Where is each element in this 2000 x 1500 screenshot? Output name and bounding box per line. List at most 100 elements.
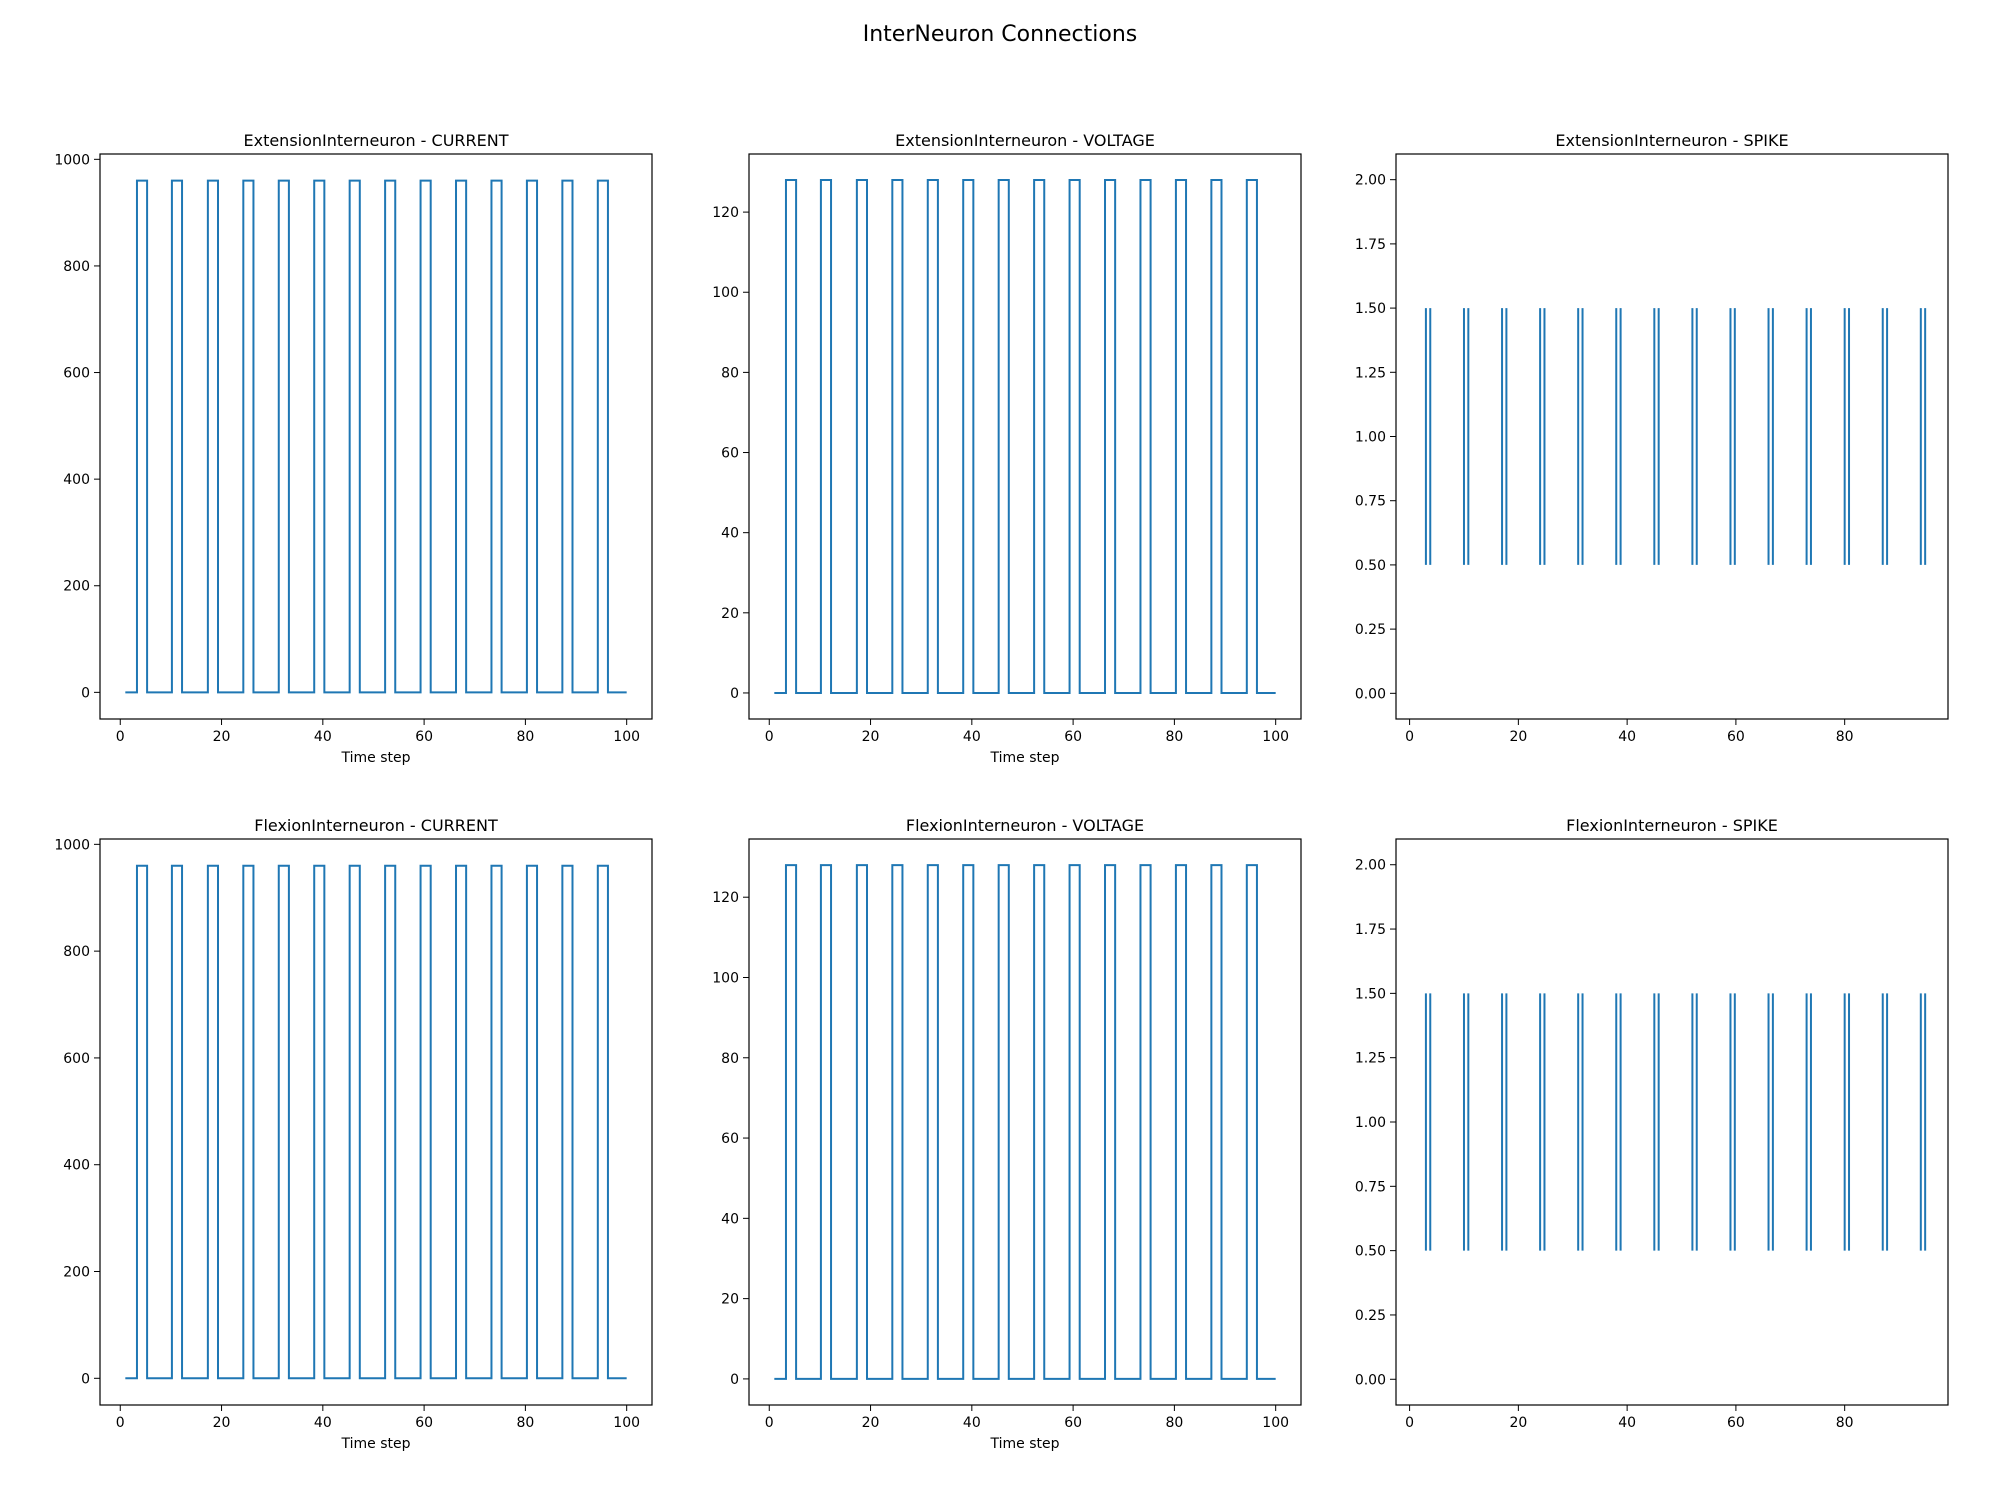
x-axis-label: Time step xyxy=(341,750,411,766)
y-tick-label: 60 xyxy=(721,1131,739,1147)
subplot-title: FlexionInterneuron - SPIKE xyxy=(1566,816,1778,835)
y-tick-label: 400 xyxy=(63,472,90,488)
x-tick-label: 0 xyxy=(1405,729,1414,745)
y-tick-label: 400 xyxy=(63,1158,90,1174)
subplot-title: ExtensionInterneuron - CURRENT xyxy=(243,131,508,150)
y-tick-label: 1.00 xyxy=(1355,430,1386,446)
x-tick-label: 60 xyxy=(1064,729,1082,745)
y-tick-label: 80 xyxy=(721,1051,739,1067)
x-tick-label: 0 xyxy=(765,729,774,745)
y-tick-label: 120 xyxy=(712,205,739,221)
x-tick-label: 0 xyxy=(116,1415,125,1431)
x-tick-label: 60 xyxy=(415,729,433,745)
x-tick-label: 80 xyxy=(1165,1415,1183,1431)
subplot-title: FlexionInterneuron - VOLTAGE xyxy=(906,816,1144,835)
y-tick-label: 0.00 xyxy=(1355,1372,1386,1388)
y-tick-label: 0.25 xyxy=(1355,1308,1386,1324)
axes-frame xyxy=(1395,838,1949,1406)
y-tick-label: 2.00 xyxy=(1355,173,1386,189)
x-tick-label: 20 xyxy=(1509,1415,1527,1431)
y-tick-label: 1.75 xyxy=(1355,922,1386,938)
x-tick-label: 0 xyxy=(116,729,125,745)
series-line xyxy=(125,179,627,694)
subplot-6: FlexionInterneuron - SPIKE 0 20 40 60 80 0.00 0… xyxy=(1355,816,1949,1431)
y-tick-label: 1.50 xyxy=(1355,986,1386,1002)
x-axis-label: Time step xyxy=(990,750,1060,766)
y-tick-label: 800 xyxy=(63,259,90,275)
y-tick-label: 1.25 xyxy=(1355,1051,1386,1067)
x-tick-label: 40 xyxy=(314,729,332,745)
x-tick-label: 60 xyxy=(1727,729,1745,745)
x-tick-label: 60 xyxy=(1727,1415,1745,1431)
y-tick-label: 1.25 xyxy=(1355,365,1386,381)
subplot-3: ExtensionInterneuron - SPIKE 0 20 40 60 80 0.0… xyxy=(1355,131,1949,745)
y-tick-label: 1000 xyxy=(54,837,90,853)
x-tick-label: 0 xyxy=(1405,1415,1414,1431)
y-tick-label: 1.75 xyxy=(1355,237,1386,253)
x-tick-label: 60 xyxy=(1064,1415,1082,1431)
y-tick-label: 100 xyxy=(712,285,739,301)
y-tick-label: 2.00 xyxy=(1355,858,1386,874)
x-tick-label: 80 xyxy=(1836,1415,1854,1431)
subplot-title: ExtensionInterneuron - SPIKE xyxy=(1555,131,1788,150)
x-tick-label: 20 xyxy=(213,729,231,745)
subplot-5: FlexionInterneuron - VOLTAGE 0 20 40 60 80 100… xyxy=(712,816,1302,1452)
y-tick-label: 40 xyxy=(721,1211,739,1227)
x-tick-label: 40 xyxy=(314,1415,332,1431)
x-tick-label: 100 xyxy=(1262,1415,1289,1431)
y-tick-label: 20 xyxy=(721,1292,739,1308)
x-tick-label: 80 xyxy=(1165,729,1183,745)
x-tick-label: 20 xyxy=(213,1415,231,1431)
axes-frame xyxy=(99,838,653,1406)
x-tick-label: 20 xyxy=(1509,729,1527,745)
y-tick-label: 120 xyxy=(712,890,739,906)
x-tick-label: 100 xyxy=(613,729,640,745)
subplot-4: FlexionInterneuron - CURRENT 0 20 40 60 80 100… xyxy=(54,816,653,1452)
series-line xyxy=(125,864,627,1380)
axes-frame xyxy=(748,153,1302,720)
subplot-title: FlexionInterneuron - CURRENT xyxy=(254,816,498,835)
y-tick-label: 1.00 xyxy=(1355,1115,1386,1131)
x-tick-label: 40 xyxy=(963,729,981,745)
axes-frame xyxy=(1395,153,1949,720)
y-tick-label: 60 xyxy=(721,446,739,462)
y-tick-label: 600 xyxy=(63,366,90,382)
y-tick-label: 0 xyxy=(81,685,90,701)
subplot-2: ExtensionInterneuron - VOLTAGE 0 20 40 60 80 1… xyxy=(712,131,1302,766)
x-tick-label: 40 xyxy=(963,1415,981,1431)
subplot-1: ExtensionInterneuron - CURRENT 0 20 40 60 80 1… xyxy=(54,131,653,766)
y-tick-label: 600 xyxy=(63,1051,90,1067)
y-tick-label: 200 xyxy=(63,579,90,595)
y-tick-label: 0.25 xyxy=(1355,622,1386,638)
x-tick-label: 40 xyxy=(1618,729,1636,745)
y-tick-label: 800 xyxy=(63,944,90,960)
y-tick-label: 1.50 xyxy=(1355,301,1386,317)
y-tick-label: 0 xyxy=(81,1371,90,1387)
y-tick-label: 0.00 xyxy=(1355,686,1386,702)
y-tick-label: 0.75 xyxy=(1355,1179,1386,1195)
y-tick-label: 0 xyxy=(730,686,739,702)
x-axis-label: Time step xyxy=(341,1436,411,1452)
y-tick-label: 100 xyxy=(712,970,739,986)
x-tick-label: 100 xyxy=(1262,729,1289,745)
axes-frame xyxy=(99,153,653,720)
y-tick-label: 40 xyxy=(721,526,739,542)
y-tick-label: 0.50 xyxy=(1355,1244,1386,1260)
y-tick-label: 0.75 xyxy=(1355,494,1386,510)
x-tick-label: 20 xyxy=(862,729,880,745)
subplot-title: ExtensionInterneuron - VOLTAGE xyxy=(895,131,1155,150)
x-tick-label: 40 xyxy=(1618,1415,1636,1431)
series-line xyxy=(774,179,1276,694)
y-tick-label: 0.50 xyxy=(1355,558,1386,574)
x-tick-label: 0 xyxy=(765,1415,774,1431)
y-tick-label: 0 xyxy=(730,1372,739,1388)
x-tick-label: 20 xyxy=(862,1415,880,1431)
series-line xyxy=(774,864,1276,1380)
x-tick-label: 60 xyxy=(415,1415,433,1431)
y-tick-label: 1000 xyxy=(54,152,90,168)
y-tick-label: 200 xyxy=(63,1265,90,1281)
x-tick-label: 80 xyxy=(516,1415,534,1431)
y-tick-label: 20 xyxy=(721,606,739,622)
figure-title: InterNeuron Connections xyxy=(862,22,1138,47)
